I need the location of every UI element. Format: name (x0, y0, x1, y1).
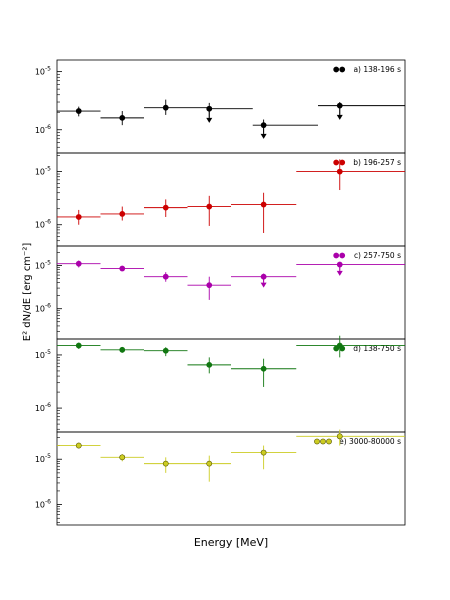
data-marker (162, 104, 169, 111)
data-marker (75, 260, 82, 267)
legend-marker (326, 438, 332, 445)
legend-label: c) 257-750 s (354, 251, 401, 260)
upper-limit-arrow (260, 133, 267, 139)
data-point (187, 195, 231, 226)
panel-1: 10-5 10-6 b) 196-257 s (35, 152, 406, 247)
legend-label: d) 138-750 s (353, 344, 401, 353)
data-marker (162, 204, 169, 211)
data-point (100, 111, 144, 126)
data-marker (75, 108, 82, 114)
data-point (100, 346, 144, 353)
y-tick-label: 10-5 (35, 166, 51, 177)
legend-label: a) 138-196 s (353, 65, 401, 74)
data-point (231, 358, 297, 387)
data-marker (336, 342, 343, 349)
legend-marker (333, 252, 340, 259)
upper-limit-arrow (206, 117, 213, 123)
panel-frame (56, 245, 406, 340)
data-point (57, 106, 101, 117)
data-marker (260, 449, 267, 456)
data-point (206, 102, 253, 123)
y-tick-label: 10-6 (35, 219, 51, 230)
data-marker (162, 347, 169, 354)
upper-limit-arrow (336, 270, 343, 276)
data-point (144, 272, 188, 282)
panel-3: 10-5 10-6 d) 138-750 s (35, 335, 406, 433)
legend-marker (339, 159, 346, 166)
data-marker (336, 168, 343, 175)
data-point (57, 342, 101, 349)
y-tick-label: 10-6 (35, 499, 51, 510)
data-marker (162, 273, 169, 280)
data-marker (119, 210, 126, 217)
data-point (187, 276, 231, 300)
upper-limit-arrow (260, 282, 267, 288)
panels: 10-5 10-6 a) 138-196 s 10-5 10-6 b) 196-257 s… (35, 59, 406, 526)
legend-label: e) 3000-80000 s (339, 437, 401, 446)
data-point (296, 429, 405, 446)
data-point (57, 442, 101, 449)
legend-label: b) 196-257 s (353, 158, 401, 167)
data-marker (260, 365, 267, 372)
data-point (318, 102, 405, 120)
panel-0: 10-5 10-6 a) 138-196 s (35, 59, 406, 154)
y-tick-label: 10-6 (35, 402, 51, 413)
data-point (57, 260, 101, 268)
legend-marker (333, 66, 340, 73)
y-tick-label: 10-5 (35, 66, 51, 77)
data-point (57, 209, 101, 225)
y-axis-label: E² dN/dE [erg cm⁻²] (22, 243, 33, 342)
data-marker (119, 114, 126, 121)
data-point (187, 455, 231, 482)
data-marker (75, 342, 82, 349)
legend-marker (320, 438, 326, 445)
data-point (231, 192, 297, 233)
panel-2: 10-5 10-6 c) 257-750 s (35, 245, 406, 340)
data-marker (206, 203, 213, 210)
y-tick-label: 10-6 (35, 303, 51, 314)
y-tick-label: 10-5 (35, 259, 51, 270)
panel-frame (56, 431, 406, 526)
data-point (231, 273, 297, 288)
data-marker (206, 460, 213, 467)
data-point (144, 99, 210, 115)
legend-marker (314, 438, 320, 445)
data-point (144, 199, 188, 217)
data-marker (75, 442, 82, 449)
data-marker (119, 454, 126, 461)
data-marker (336, 433, 343, 440)
panel-4: 10-5 10-6 e) 3000-80000 s (35, 429, 406, 526)
data-point (231, 445, 297, 470)
data-point (100, 265, 144, 272)
data-marker (162, 460, 169, 467)
data-point (296, 335, 405, 358)
data-marker (75, 214, 82, 220)
x-axis-label: Energy [MeV] (194, 536, 268, 549)
legend-marker (333, 159, 340, 166)
upper-limit-arrow (336, 114, 343, 120)
data-point (252, 119, 318, 139)
y-tick-label: 10-5 (35, 453, 51, 464)
data-point (296, 261, 405, 276)
data-marker (206, 282, 213, 289)
data-point (296, 159, 405, 191)
data-point (144, 347, 188, 357)
data-marker (119, 346, 126, 353)
y-tick-label: 10-5 (35, 349, 51, 360)
data-marker (119, 265, 126, 272)
data-point (100, 206, 144, 221)
data-point (187, 357, 231, 374)
data-marker (206, 361, 213, 368)
data-point (100, 454, 144, 462)
data-marker (260, 201, 267, 208)
data-point (144, 457, 188, 473)
legend-marker (339, 252, 346, 259)
y-tick-label: 10-6 (35, 124, 51, 135)
legend-marker (339, 66, 346, 73)
